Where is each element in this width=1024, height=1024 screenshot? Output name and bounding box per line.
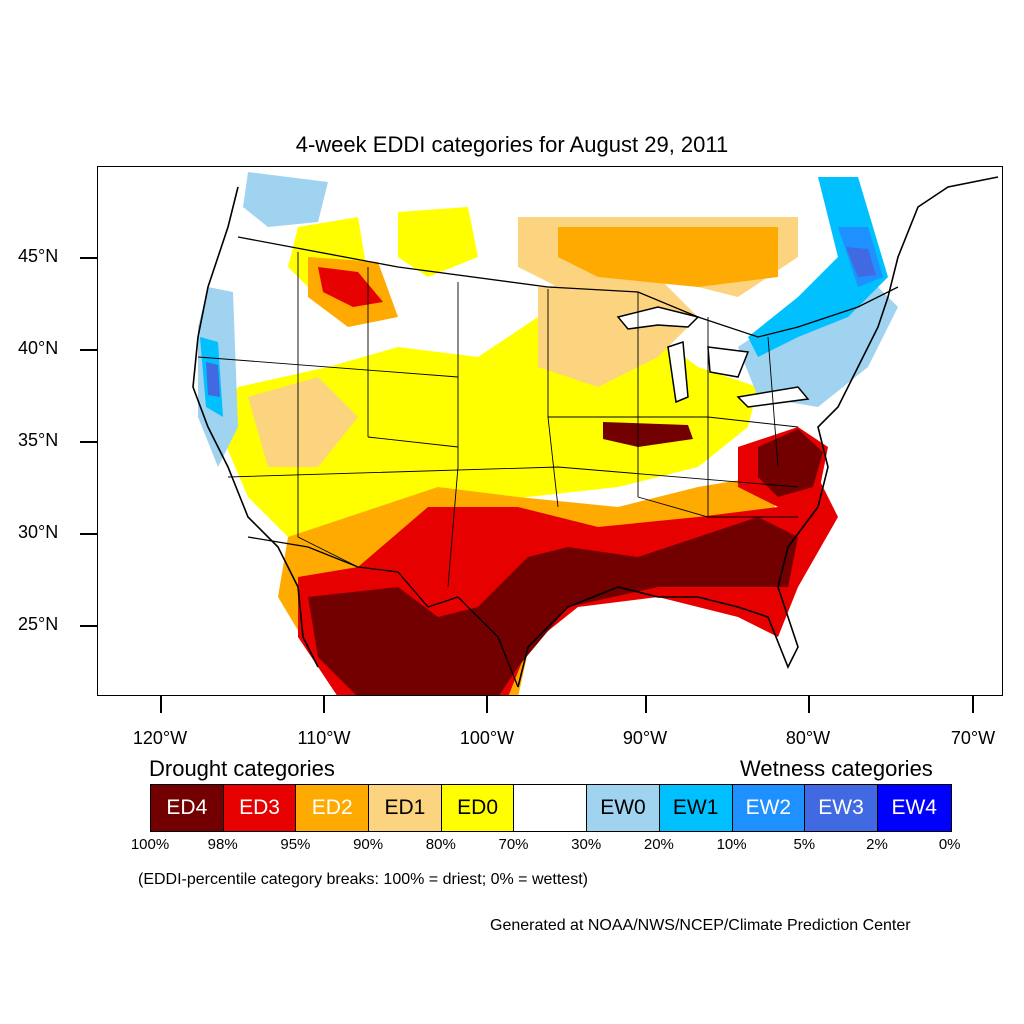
x-tick-label-120w: 120°W <box>132 728 188 748</box>
legend-swatch-ed2: ED2 <box>296 785 370 831</box>
legend-swatch-ew3: EW3 <box>805 785 878 831</box>
legend-swatch-ed3: ED3 <box>223 785 297 831</box>
legend-break-label: 80% <box>425 836 456 853</box>
x-tick-label-80w: 80°W <box>785 728 831 748</box>
legend-break-label: 70% <box>498 836 529 853</box>
x-tick-100w <box>486 696 488 713</box>
y-tick-35n <box>80 441 97 443</box>
legend-break-label: 90% <box>353 836 384 853</box>
legend-break-label: 98% <box>207 836 238 853</box>
region-ed1-west <box>248 377 358 467</box>
x-tick-label-90w: 90°W <box>622 728 668 748</box>
mexico-border <box>247 536 519 688</box>
y-tick-label-30n: 30°N <box>18 522 59 542</box>
credit-line: Generated at NOAA/NWS/NCEP/Climate Predi… <box>490 917 911 934</box>
x-tick-110w <box>323 696 325 713</box>
map-title: 4-week EDDI categories for August 29, 20… <box>295 132 729 157</box>
region-ed1-central <box>538 277 698 387</box>
legend-swatch-normal <box>514 785 588 831</box>
x-tick-120w <box>160 696 162 713</box>
wetness-categories-heading: Wetness categories <box>740 756 933 781</box>
great-lakes <box>616 306 810 408</box>
x-tick-80w <box>808 696 810 713</box>
y-tick-25n <box>80 625 97 627</box>
region-ew3-west-coast <box>206 362 220 397</box>
legend-swatch-ew4: EW4 <box>877 785 951 831</box>
legend-break-label: 2% <box>866 836 888 853</box>
region-ed0-north <box>398 207 478 277</box>
y-tick-40n <box>80 349 97 351</box>
legend-break-label: 20% <box>643 836 674 853</box>
region-ed4-midwest <box>603 422 693 447</box>
x-tick-70w <box>972 696 974 713</box>
legend-color-bar: ED4 ED3 ED2 ED1 ED0 EW0 EW1 EW2 EW3 EW4 <box>150 784 952 832</box>
coastline <box>192 176 999 688</box>
map-frame <box>97 166 1003 696</box>
y-tick-label-25n: 25°N <box>18 614 59 634</box>
legend-swatch-ed1: ED1 <box>369 785 442 831</box>
legend-swatch-ed4: ED4 <box>151 785 224 831</box>
x-tick-label-110w: 110°W <box>297 728 351 748</box>
region-ew1-northeast <box>748 177 888 357</box>
y-tick-30n <box>80 533 97 535</box>
legend-break-label: 5% <box>793 836 816 853</box>
region-ed2-north <box>558 227 778 287</box>
region-ew0-northwest <box>243 172 328 227</box>
y-tick-label-45n: 45°N <box>18 246 59 266</box>
y-tick-label-40n: 40°N <box>18 338 59 358</box>
state-lines <box>197 252 799 588</box>
legend-break-label: 10% <box>716 836 747 853</box>
legend-swatch-ew1: EW1 <box>659 785 733 831</box>
x-tick-90w <box>645 696 647 713</box>
eddi-map <box>188 172 999 695</box>
y-tick-45n <box>80 257 97 259</box>
region-ew3-northeast <box>846 247 876 277</box>
drought-categories-heading: Drought categories <box>149 756 335 781</box>
region-ed3-nw <box>318 267 383 307</box>
region-ed4-southeast <box>758 429 823 497</box>
legend-break-label: 30% <box>571 836 602 853</box>
x-tick-label-70w: 70°W <box>950 728 996 748</box>
legend-swatch-ew2: EW2 <box>732 785 806 831</box>
legend-swatch-ew0: EW0 <box>587 785 660 831</box>
x-tick-label-100w: 100°W <box>459 728 515 748</box>
legend-swatch-ed0: ED0 <box>441 785 515 831</box>
legend-break-label: 95% <box>280 836 311 853</box>
region-ew0-northeast <box>738 287 898 407</box>
region-ed4-south <box>308 517 798 695</box>
canada-border <box>237 236 899 338</box>
y-tick-label-35n: 35°N <box>18 430 59 450</box>
legend-break-label: 100% <box>130 836 170 853</box>
category-breaks-note: (EDDI-percentile category breaks: 100% =… <box>138 871 588 888</box>
legend-break-label: 0% <box>938 836 961 853</box>
